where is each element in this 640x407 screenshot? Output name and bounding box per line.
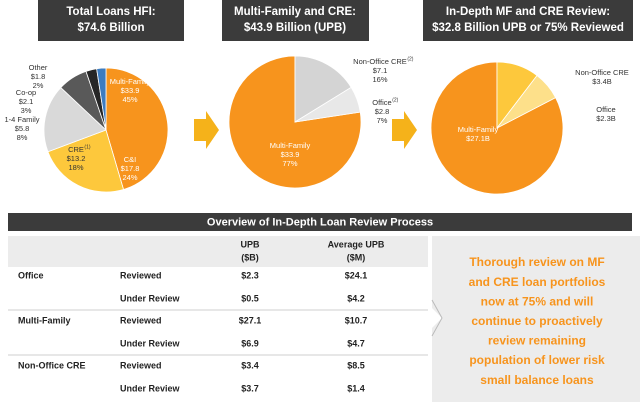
column-header: ($M) bbox=[347, 252, 366, 262]
title-box bbox=[423, 0, 633, 41]
cell: $3.7 bbox=[241, 383, 259, 393]
cell: $4.2 bbox=[347, 293, 365, 303]
callout-box bbox=[432, 236, 640, 402]
pie-slice bbox=[105, 67, 169, 190]
pie-slice bbox=[294, 55, 352, 123]
slice-percent-label: 7% bbox=[377, 116, 388, 125]
slice-value-label: $2.3B bbox=[596, 114, 616, 123]
slice-value-label: $3.4B bbox=[592, 77, 612, 86]
row-label: Under Review bbox=[120, 293, 181, 303]
pie-slice bbox=[294, 86, 361, 123]
slice-label: Multi-Family bbox=[270, 141, 311, 150]
slice-percent-label: 3% bbox=[21, 106, 32, 115]
cell: $24.1 bbox=[345, 270, 368, 280]
slice-label: Office bbox=[372, 98, 391, 107]
slice-value-label: $13.2 bbox=[67, 154, 86, 163]
slice-percent-label: 16% bbox=[372, 75, 387, 84]
slice-value-label: $2.8 bbox=[375, 107, 390, 116]
group-label: Non-Office CRE bbox=[18, 360, 86, 370]
table-header bbox=[8, 236, 428, 267]
slice-value-label: $1.8 bbox=[31, 72, 46, 81]
table-title-bar bbox=[8, 213, 632, 231]
slice-label: Multi-Family bbox=[458, 125, 499, 134]
slice-label: Multi-Family bbox=[110, 77, 151, 86]
callout-chevron bbox=[431, 299, 443, 337]
slice-note: (2) bbox=[407, 56, 413, 62]
callout-text: population of lower risk bbox=[469, 353, 605, 367]
arrow bbox=[392, 111, 417, 149]
callout-text: now at 75% and will bbox=[481, 294, 594, 308]
slice-label: Other bbox=[29, 63, 48, 72]
slice-label: Office bbox=[596, 105, 615, 114]
group-label: Office bbox=[18, 270, 44, 280]
column-header: UPB bbox=[240, 239, 260, 249]
chart-title: In-Depth MF and CRE Review: bbox=[446, 6, 610, 18]
slice-value-label: $33.9 bbox=[281, 150, 300, 159]
slice-percent-label: 24% bbox=[122, 173, 137, 182]
slice-value-label: $5.8 bbox=[15, 124, 30, 133]
slice-label: Co-op bbox=[16, 88, 36, 97]
callout-text: and CRE loan portfolios bbox=[469, 275, 606, 289]
callout-text: review remaining bbox=[488, 334, 586, 348]
pie-slice bbox=[43, 87, 107, 153]
chart-title: Total Loans HFI: bbox=[66, 6, 155, 18]
pie-slice bbox=[47, 129, 125, 193]
slice-value-label: $33.9 bbox=[121, 86, 140, 95]
chart-subtitle: $43.9 Billion (UPB) bbox=[244, 22, 346, 34]
slice-value-label: $17.8 bbox=[121, 164, 140, 173]
group-label: Multi-Family bbox=[18, 315, 71, 325]
slice-percent-label: 8% bbox=[17, 133, 28, 142]
cell: $10.7 bbox=[345, 315, 368, 325]
slice-label: C&I bbox=[124, 155, 137, 164]
callout-text: small balance loans bbox=[480, 373, 594, 387]
slice-value-label: $2.1 bbox=[19, 97, 34, 106]
row-label: Reviewed bbox=[120, 315, 162, 325]
callout-text: Thorough review on MF bbox=[469, 255, 604, 269]
arrow bbox=[194, 111, 219, 149]
row-label: Under Review bbox=[120, 338, 181, 348]
chart-subtitle: $32.8 Billion UPB or 75% Reviewed bbox=[432, 22, 624, 34]
cell: $0.5 bbox=[241, 293, 259, 303]
cell: $3.4 bbox=[241, 360, 259, 370]
slice-label: Non-Office CRE bbox=[353, 57, 407, 66]
chart-title: Multi-Family and CRE: bbox=[234, 6, 356, 18]
column-header: Average UPB bbox=[328, 239, 385, 249]
title-box bbox=[222, 0, 369, 41]
slice-percent-label: 2% bbox=[33, 81, 44, 90]
cell: $27.1 bbox=[239, 315, 262, 325]
cell: $2.3 bbox=[241, 270, 259, 280]
slice-label: Non-Office CRE bbox=[575, 68, 629, 77]
row-label: Under Review bbox=[120, 383, 181, 393]
slice-value-label: $7.1 bbox=[373, 66, 388, 75]
cell: $4.7 bbox=[347, 338, 365, 348]
slice-label: 1-4 Family bbox=[4, 115, 39, 124]
callout-text: continue to proactively bbox=[471, 314, 603, 328]
slice-percent-label: 45% bbox=[122, 95, 137, 104]
slice-note: (1) bbox=[84, 144, 90, 150]
cell: $6.9 bbox=[241, 338, 259, 348]
pie-slice bbox=[96, 67, 107, 131]
chart-subtitle: $74.6 Billion bbox=[77, 22, 144, 34]
pie-slice bbox=[496, 74, 557, 129]
slice-value-label: $27.1B bbox=[466, 134, 490, 143]
slice-label: CRE bbox=[68, 145, 84, 154]
slice-percent-label: 18% bbox=[68, 163, 83, 172]
column-header: ($B) bbox=[241, 252, 259, 262]
table-title: Overview of In-Depth Loan Review Process bbox=[207, 216, 433, 228]
row-label: Reviewed bbox=[120, 270, 162, 280]
row-label: Reviewed bbox=[120, 360, 162, 370]
slice-note: (2) bbox=[392, 97, 398, 103]
cell: $8.5 bbox=[347, 360, 365, 370]
cell: $1.4 bbox=[347, 383, 365, 393]
slice-percent-label: 77% bbox=[282, 159, 297, 168]
title-box bbox=[38, 0, 184, 41]
